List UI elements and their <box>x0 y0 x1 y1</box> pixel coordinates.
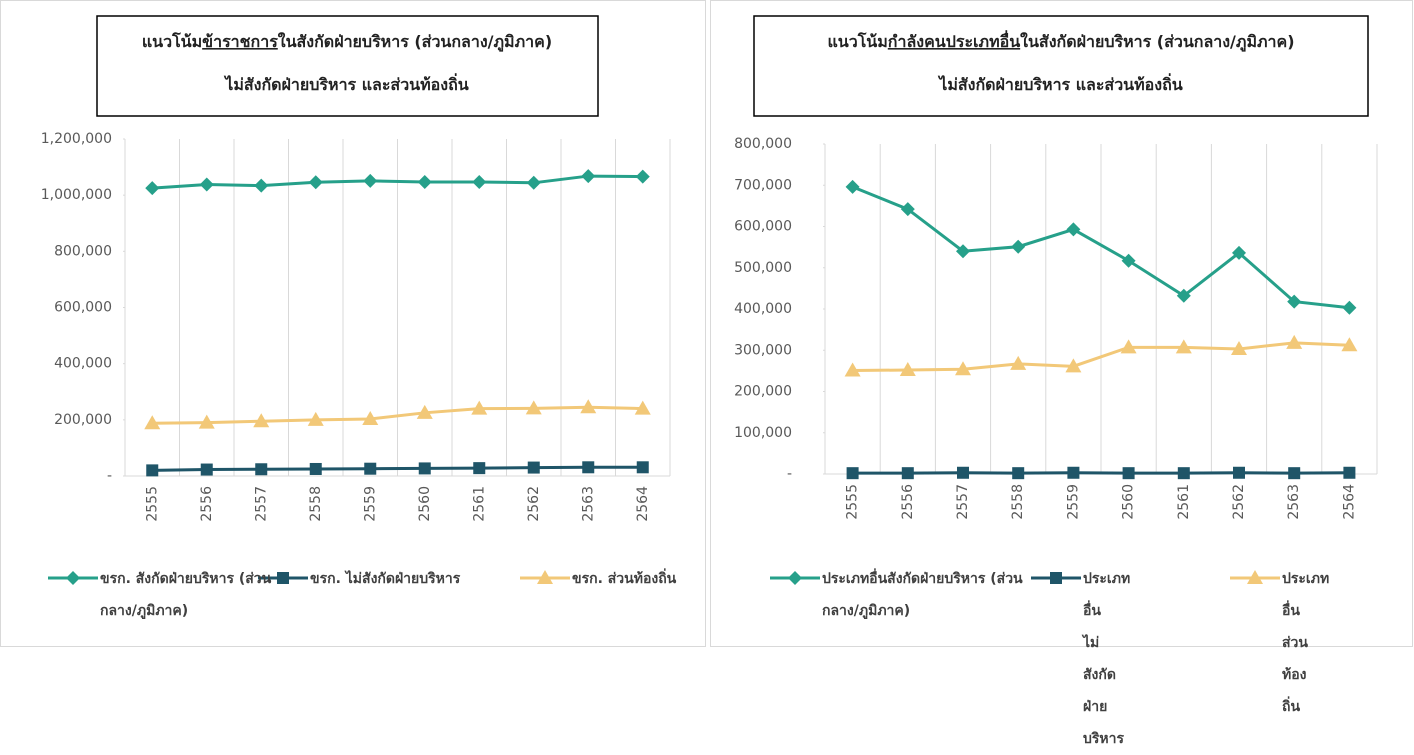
title-box <box>754 16 1368 116</box>
marker <box>146 464 158 476</box>
marker <box>1050 572 1062 584</box>
marker <box>145 181 159 195</box>
y-tick-label: 200,000 <box>734 384 792 400</box>
marker <box>1123 467 1135 479</box>
marker <box>419 462 431 474</box>
marker <box>846 180 860 194</box>
x-tick-label: 2559 <box>362 486 378 522</box>
title-box <box>97 16 598 116</box>
x-tick-label: 2557 <box>253 486 269 522</box>
series-line <box>152 467 643 470</box>
legend-label: ประเภทอื่น ไม่สังกัดฝ่ายบริหาร <box>1083 563 1093 755</box>
marker <box>364 463 376 475</box>
x-tick-label: 2555 <box>845 484 861 520</box>
marker <box>957 467 969 479</box>
marker <box>847 467 859 479</box>
y-tick-label: 400,000 <box>734 301 792 317</box>
title-part: กำลังคนประเภทอื่น <box>888 30 1020 51</box>
marker <box>309 175 323 189</box>
x-tick-label: 2563 <box>580 486 596 522</box>
x-tick-label: 2555 <box>144 486 160 522</box>
marker <box>528 462 540 474</box>
y-tick-label: 500,000 <box>734 260 792 276</box>
marker <box>472 175 486 189</box>
chart-subtitle: ไม่สังกัดฝ่ายบริหาร และส่วนท้องถิ่น <box>937 73 1182 94</box>
marker <box>1233 467 1245 479</box>
marker <box>1288 467 1300 479</box>
marker <box>200 177 214 191</box>
marker <box>1012 467 1024 479</box>
x-tick-label: 2561 <box>471 486 487 522</box>
y-tick-label: 600,000 <box>734 219 792 235</box>
marker <box>1011 240 1025 254</box>
title-part: ในสังกัดฝ่ายบริหาร (ส่วนกลาง/ภูมิภาค) <box>278 32 552 53</box>
x-tick-label: 2564 <box>635 486 651 522</box>
legend-label: ขรก. สังกัดฝ่ายบริหาร (ส่วนกลาง/ภูมิภาค) <box>100 563 295 627</box>
marker <box>473 462 485 474</box>
y-tick-label: 800,000 <box>734 136 792 152</box>
x-tick-label: 2559 <box>1065 484 1081 520</box>
title-part: ในสังกัดฝ่ายบริหาร (ส่วนกลาง/ภูมิภาค) <box>1020 32 1294 53</box>
chart-subtitle: ไม่สังกัดฝ่ายบริหาร และส่วนท้องถิ่น <box>223 73 468 94</box>
marker <box>581 169 595 183</box>
x-tick-label: 2562 <box>526 486 542 522</box>
legend-label: ขรก. ไม่สังกัดฝ่ายบริหาร <box>310 563 550 595</box>
marker <box>1066 222 1080 236</box>
marker <box>636 170 650 184</box>
page: {"chart_data": [ {"type": "line", "title… <box>0 0 1414 648</box>
marker <box>1067 467 1079 479</box>
marker <box>1342 301 1356 315</box>
y-tick-label: - <box>107 468 112 484</box>
legend-label: ประเภทอื่นสังกัดฝ่ายบริหาร (ส่วนกลาง/ภูม… <box>822 563 1037 627</box>
x-tick-label: 2556 <box>900 484 916 520</box>
y-tick-label: 800,000 <box>54 243 112 259</box>
x-tick-label: 2561 <box>1176 484 1192 520</box>
legend-label: ขรก. ส่วนท้องถิ่น <box>572 563 742 595</box>
marker <box>788 571 802 585</box>
y-tick-label: 100,000 <box>734 425 792 441</box>
y-tick-label: 700,000 <box>734 177 792 193</box>
y-tick-label: 1,200,000 <box>41 131 112 147</box>
chart-title: แนวโน้มกำลังคนประเภทอื่นในสังกัดฝ่ายบริห… <box>827 30 1294 53</box>
marker <box>527 176 541 190</box>
x-tick-label: 2563 <box>1286 484 1302 520</box>
marker <box>66 571 80 585</box>
y-tick-label: - <box>787 466 792 482</box>
marker <box>310 463 322 475</box>
chart-title: แนวโน้มข้าราชการในสังกัดฝ่ายบริหาร (ส่วน… <box>142 31 552 53</box>
x-tick-label: 2560 <box>417 486 433 522</box>
x-tick-label: 2558 <box>1010 484 1026 520</box>
y-tick-label: 200,000 <box>54 412 112 428</box>
y-tick-label: 600,000 <box>54 300 112 316</box>
title-part: ข้าราชการ <box>202 32 278 51</box>
y-tick-label: 400,000 <box>54 356 112 372</box>
marker <box>1122 254 1136 268</box>
marker <box>1178 467 1190 479</box>
marker <box>254 179 268 193</box>
x-tick-label: 2556 <box>199 486 215 522</box>
title-part: แนวโน้ม <box>142 31 202 51</box>
y-tick-label: 300,000 <box>734 342 792 358</box>
legend-label: ประเภทอื่น ส่วนท้องถิ่น <box>1282 563 1292 723</box>
charts: แนวโน้มข้าราชการในสังกัดฝ่ายบริหาร (ส่วน… <box>0 0 1414 648</box>
title-part: แนวโน้ม <box>827 31 887 51</box>
marker <box>201 464 213 476</box>
x-tick-label: 2558 <box>308 486 324 522</box>
marker <box>255 463 267 475</box>
y-tick-label: 1,000,000 <box>41 187 112 203</box>
x-tick-label: 2557 <box>955 484 971 520</box>
marker <box>418 175 432 189</box>
x-tick-label: 2562 <box>1231 484 1247 520</box>
marker <box>582 461 594 473</box>
marker <box>1343 467 1355 479</box>
x-tick-label: 2564 <box>1341 484 1357 520</box>
marker <box>637 461 649 473</box>
x-tick-label: 2560 <box>1121 484 1137 520</box>
marker <box>363 174 377 188</box>
marker <box>902 467 914 479</box>
